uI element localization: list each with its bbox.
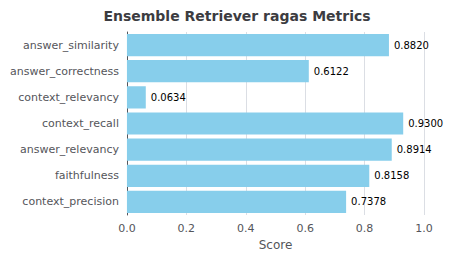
svg-text:context_relevancy: context_relevancy — [18, 91, 119, 104]
svg-text:context_precision: context_precision — [22, 195, 119, 208]
svg-text:0.8820: 0.8820 — [394, 40, 429, 51]
svg-text:0.8: 0.8 — [356, 222, 374, 235]
svg-text:answer_similarity: answer_similarity — [23, 39, 119, 52]
svg-text:0.8158: 0.8158 — [374, 170, 409, 181]
svg-text:Score: Score — [259, 238, 293, 252]
svg-text:0.8914: 0.8914 — [397, 144, 432, 155]
svg-text:answer_relevancy: answer_relevancy — [20, 143, 119, 156]
svg-text:0.4: 0.4 — [237, 222, 255, 235]
svg-text:0.9300: 0.9300 — [408, 118, 443, 129]
svg-text:1.0: 1.0 — [415, 222, 433, 235]
svg-text:0.6122: 0.6122 — [314, 66, 349, 77]
svg-text:0.2: 0.2 — [178, 222, 196, 235]
svg-text:0.0: 0.0 — [118, 222, 135, 235]
svg-text:answer_correctness: answer_correctness — [10, 65, 119, 78]
svg-text:0.7378: 0.7378 — [351, 196, 386, 207]
svg-text:0.6: 0.6 — [296, 222, 314, 235]
svg-text:faithfulness: faithfulness — [55, 169, 119, 182]
svg-text:Ensemble Retriever ragas Metri: Ensemble Retriever ragas Metrics — [103, 8, 370, 24]
svg-text:context_recall: context_recall — [42, 117, 119, 130]
svg-text:0.0634: 0.0634 — [151, 92, 186, 103]
